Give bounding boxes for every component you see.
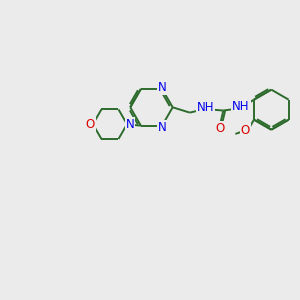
Text: N: N — [158, 81, 167, 94]
Text: N: N — [126, 118, 134, 131]
Text: N: N — [158, 121, 167, 134]
Text: O: O — [215, 122, 224, 135]
Text: O: O — [241, 124, 250, 137]
Text: NH: NH — [232, 100, 250, 113]
Text: NH: NH — [197, 101, 214, 114]
Text: O: O — [85, 118, 94, 131]
